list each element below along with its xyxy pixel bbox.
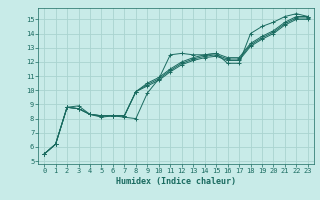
X-axis label: Humidex (Indice chaleur): Humidex (Indice chaleur) (116, 177, 236, 186)
